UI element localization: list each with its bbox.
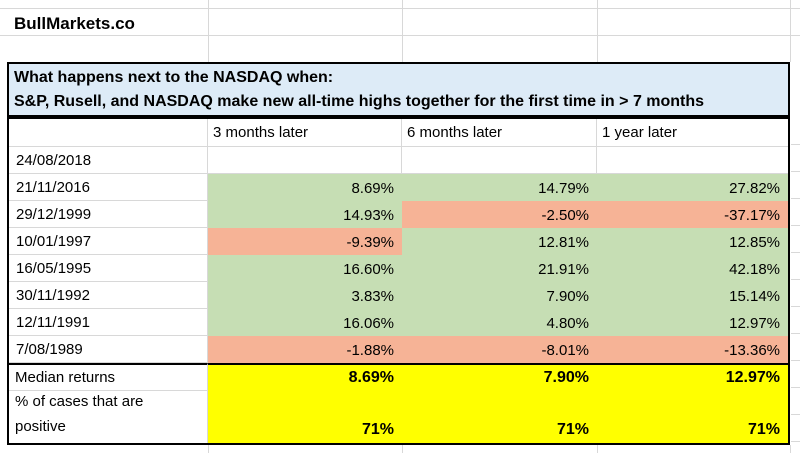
date-cell[interactable]: 21/11/2016 [9, 174, 208, 201]
gridline [790, 0, 791, 62]
return-cell[interactable]: 14.79% [402, 174, 597, 201]
date-cell[interactable]: 10/01/1997 [9, 228, 208, 255]
return-cell[interactable]: -1.88% [208, 336, 402, 363]
date-cell[interactable]: 29/12/1999 [9, 201, 208, 228]
pct-positive-label-cell[interactable]: % of cases that are positive [9, 391, 208, 443]
column-header-6-months[interactable]: 6 months later [402, 119, 597, 147]
return-cell[interactable]: 16.60% [208, 255, 402, 282]
return-cell[interactable]: 8.69% [208, 174, 402, 201]
pct-positive-value-cell[interactable]: 71% [597, 391, 788, 443]
return-cell[interactable]: 14.93% [208, 201, 402, 228]
date-cell[interactable]: 16/05/1995 [9, 255, 208, 282]
return-cell[interactable]: 27.82% [597, 174, 788, 201]
return-cell[interactable]: -9.39% [208, 228, 402, 255]
return-cell[interactable]: 7.90% [402, 282, 597, 309]
title-line-2: S&P, Rusell, and NASDAQ make new all-tim… [14, 93, 705, 110]
gridline [0, 35, 800, 36]
brand-cell[interactable]: BullMarkets.co [14, 13, 135, 33]
gridline [597, 0, 598, 62]
title-cell[interactable]: What happens next to the NASDAQ when: S&… [7, 62, 790, 117]
column-header-1-year[interactable]: 1 year later [597, 119, 788, 147]
pct-positive-label: % of cases that are positive [15, 393, 144, 435]
gridline [402, 0, 403, 62]
return-cell[interactable]: 15.14% [597, 282, 788, 309]
return-cell[interactable] [402, 147, 597, 174]
gridline [208, 0, 209, 62]
return-cell[interactable]: 16.06% [208, 309, 402, 336]
return-cell[interactable]: 12.85% [597, 228, 788, 255]
return-cell[interactable]: -2.50% [402, 201, 597, 228]
return-cell[interactable]: 4.80% [402, 309, 597, 336]
gridline [402, 445, 403, 453]
date-cell[interactable]: 24/08/2018 [9, 147, 208, 174]
gridline [597, 445, 598, 453]
median-value-cell[interactable]: 8.69% [208, 363, 402, 391]
return-cell[interactable] [597, 147, 788, 174]
gridline [790, 445, 791, 453]
median-value-cell[interactable]: 12.97% [597, 363, 788, 391]
gridline [0, 8, 800, 9]
return-cell[interactable] [208, 147, 402, 174]
return-cell[interactable]: 42.18% [597, 255, 788, 282]
return-cell[interactable]: -13.36% [597, 336, 788, 363]
pct-positive-value-cell[interactable]: 71% [208, 391, 402, 443]
gridline [791, 118, 800, 444]
return-cell[interactable]: 12.81% [402, 228, 597, 255]
median-value-cell[interactable]: 7.90% [402, 363, 597, 391]
column-header-empty[interactable] [9, 119, 208, 147]
pct-positive-value-cell[interactable]: 71% [402, 391, 597, 443]
date-cell[interactable]: 7/08/1989 [9, 336, 208, 363]
median-label-cell[interactable]: Median returns [9, 363, 208, 391]
return-cell[interactable]: -8.01% [402, 336, 597, 363]
date-cell[interactable]: 12/11/1991 [9, 309, 208, 336]
returns-table: 3 months later 6 months later 1 year lat… [7, 117, 790, 445]
return-cell[interactable]: -37.17% [597, 201, 788, 228]
gridline [208, 445, 209, 453]
return-cell[interactable]: 3.83% [208, 282, 402, 309]
return-cell[interactable]: 21.91% [402, 255, 597, 282]
date-cell[interactable]: 30/11/1992 [9, 282, 208, 309]
title-line-1: What happens next to the NASDAQ when: [14, 69, 334, 86]
column-header-3-months[interactable]: 3 months later [208, 119, 402, 147]
return-cell[interactable]: 12.97% [597, 309, 788, 336]
